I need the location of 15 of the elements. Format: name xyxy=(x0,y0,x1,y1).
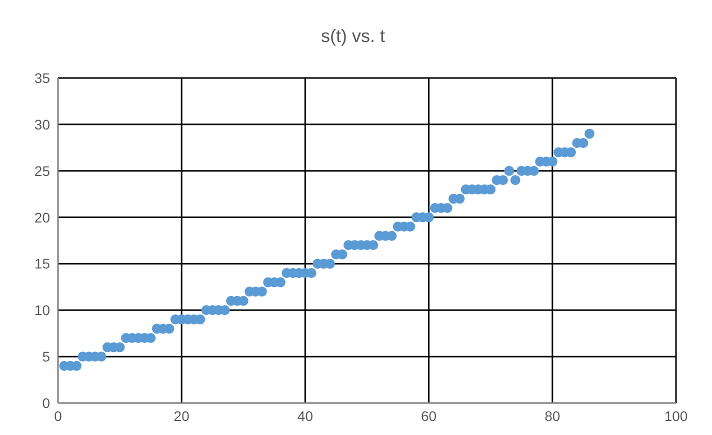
x-tick-label: 100 xyxy=(664,408,688,424)
y-tick-label: 10 xyxy=(34,302,50,318)
y-tick-label: 20 xyxy=(34,209,50,226)
x-tick-label: 60 xyxy=(421,408,437,424)
y-tick-label: 30 xyxy=(34,116,50,132)
y-tick-label: 25 xyxy=(34,162,50,179)
x-tick-label: 0 xyxy=(54,408,62,424)
y-tick-label: 0 xyxy=(42,394,50,411)
y-tick-label: 5 xyxy=(42,348,50,365)
y-tick-label: 35 xyxy=(34,70,50,86)
chart-title: s(t) vs. t xyxy=(320,25,386,48)
y-tick-label: 15 xyxy=(34,256,50,272)
x-tick-label: 20 xyxy=(174,408,190,424)
x-tick-label: 40 xyxy=(297,408,314,424)
x-tick-label: 80 xyxy=(544,408,560,424)
